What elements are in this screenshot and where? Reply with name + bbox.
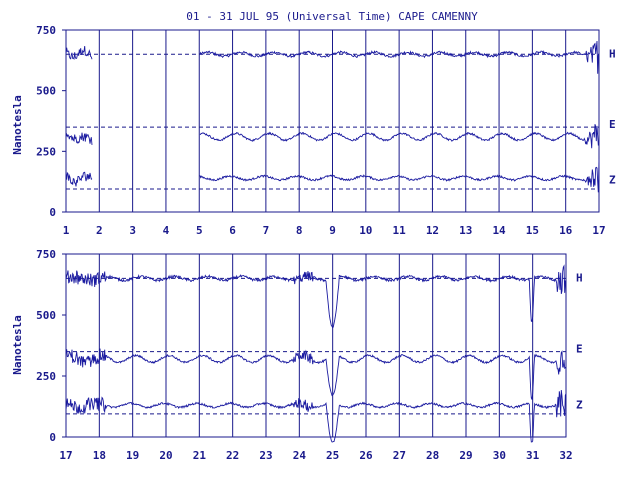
x-tick-label: 4 — [163, 224, 170, 237]
bottom-y-axis-label: Nanotesla — [11, 315, 24, 375]
x-tick-label: 29 — [459, 449, 472, 462]
series-H-trace — [65, 264, 567, 329]
chart-title: 01 - 31 JUL 95 (Universal Time) CAPE CAM… — [186, 10, 478, 23]
x-tick-label: 11 — [393, 224, 407, 237]
x-tick-label: 17 — [592, 224, 605, 237]
x-tick-label: 18 — [93, 449, 106, 462]
series-H-trace — [65, 40, 600, 74]
top-y-axis-label: Nanotesla — [11, 95, 24, 155]
series-Z-trace — [65, 389, 567, 443]
x-tick-label: 24 — [293, 449, 307, 462]
x-tick-label: 14 — [492, 224, 506, 237]
y-tick-label: 0 — [49, 206, 56, 219]
y-tick-label: 500 — [36, 85, 56, 98]
x-tick-label: 25 — [326, 449, 339, 462]
y-tick-label: 250 — [36, 370, 56, 383]
series-label-H: H — [576, 272, 583, 285]
y-tick-label: 500 — [36, 309, 56, 322]
x-tick-label: 8 — [296, 224, 303, 237]
x-tick-label: 15 — [526, 224, 539, 237]
series-label-Z: Z — [609, 174, 616, 187]
x-tick-label: 3 — [129, 224, 136, 237]
series-label-H: H — [609, 48, 616, 61]
x-tick-label: 31 — [526, 449, 540, 462]
x-tick-label: 6 — [229, 224, 236, 237]
series-label-E: E — [609, 118, 616, 131]
y-tick-label: 750 — [36, 248, 56, 261]
x-tick-label: 17 — [59, 449, 72, 462]
x-tick-label: 30 — [493, 449, 506, 462]
x-tick-label: 23 — [259, 449, 272, 462]
y-tick-label: 0 — [49, 431, 56, 444]
x-tick-label: 19 — [126, 449, 139, 462]
x-tick-label: 26 — [359, 449, 373, 462]
series-label-Z: Z — [576, 399, 583, 412]
y-tick-label: 750 — [36, 24, 56, 37]
series-E-trace — [65, 124, 600, 149]
plot-frame — [65, 253, 567, 438]
bottom-panel: 17 18 19 20 21 22 23 24 25 26 27 28 29 30 31 32 0 250 500 7… — [36, 248, 583, 462]
x-tick-label: 5 — [196, 224, 203, 237]
x-tick-label: 21 — [193, 449, 207, 462]
x-tick-label: 7 — [263, 224, 270, 237]
x-tick-label: 20 — [159, 449, 172, 462]
series-Z-trace — [65, 159, 600, 193]
x-tick-label: 16 — [559, 224, 573, 237]
x-tick-label: 28 — [426, 449, 439, 462]
plot-frame — [65, 29, 600, 213]
x-tick-label: 10 — [359, 224, 372, 237]
series-E-trace — [65, 348, 567, 400]
x-tick-label: 32 — [559, 449, 572, 462]
x-tick-label: 2 — [96, 224, 103, 237]
y-tick-label: 250 — [36, 145, 56, 158]
series-label-E: E — [576, 342, 583, 355]
x-tick-label: 9 — [329, 224, 336, 237]
x-tick-label: 12 — [426, 224, 439, 237]
x-tick-label: 1 — [63, 224, 70, 237]
x-tick-label: 13 — [459, 224, 472, 237]
x-tick-label: 27 — [393, 449, 406, 462]
x-tick-label: 22 — [226, 449, 239, 462]
